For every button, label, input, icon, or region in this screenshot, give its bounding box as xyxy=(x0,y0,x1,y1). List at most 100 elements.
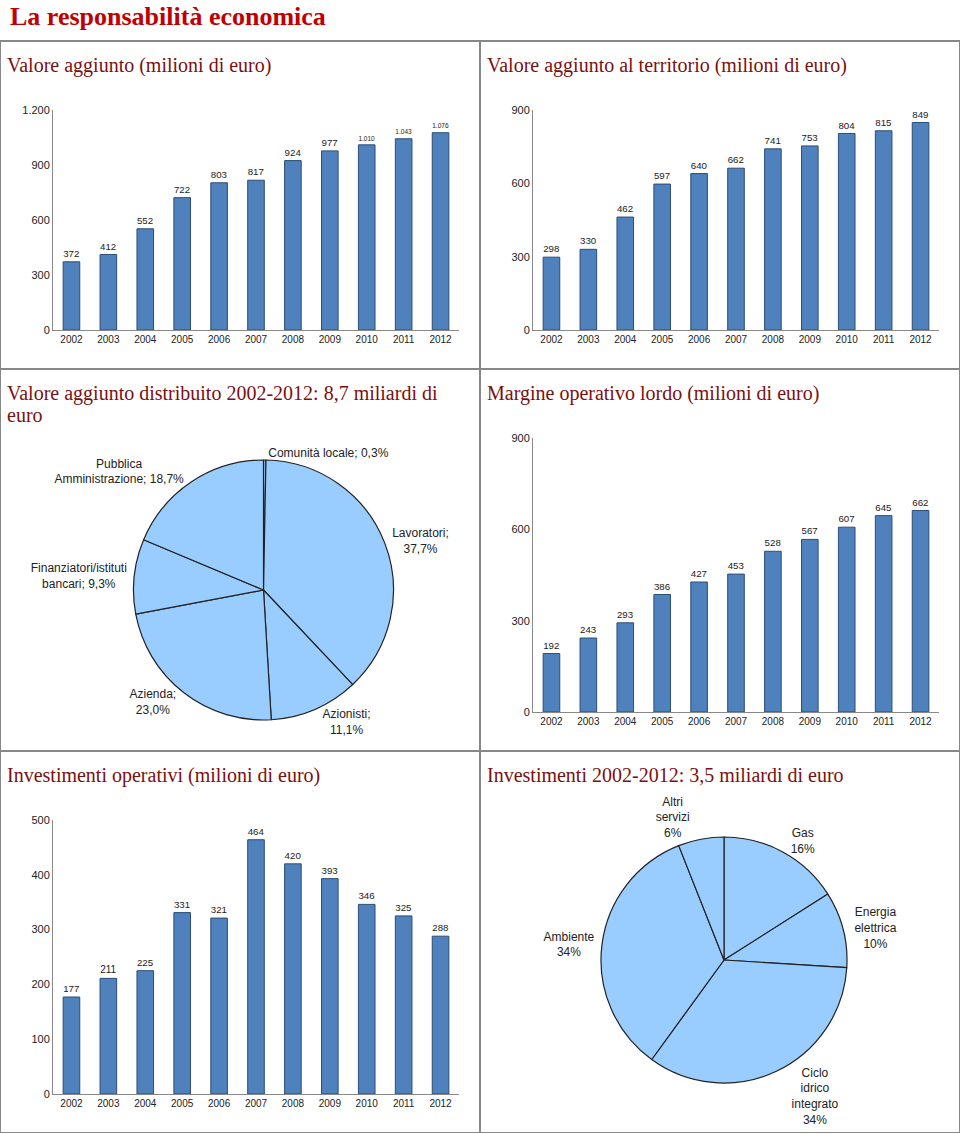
svg-text:2006: 2006 xyxy=(688,716,711,727)
svg-text:Azienda;23,0%: Azienda;23,0% xyxy=(129,687,176,717)
svg-text:2005: 2005 xyxy=(171,334,194,345)
svg-text:288: 288 xyxy=(432,922,448,933)
svg-text:346: 346 xyxy=(358,890,374,901)
svg-text:300: 300 xyxy=(511,615,529,627)
svg-text:500: 500 xyxy=(31,814,49,826)
svg-text:753: 753 xyxy=(802,132,818,143)
svg-text:1.010: 1.010 xyxy=(358,135,375,142)
svg-text:330: 330 xyxy=(580,235,597,246)
svg-text:2005: 2005 xyxy=(651,716,674,727)
svg-text:2011: 2011 xyxy=(393,334,415,345)
svg-text:900: 900 xyxy=(511,104,529,116)
svg-text:849: 849 xyxy=(912,109,928,120)
svg-text:Altriservizi6%: Altriservizi6% xyxy=(656,795,690,840)
svg-text:0: 0 xyxy=(524,324,530,336)
svg-text:924: 924 xyxy=(285,147,302,158)
svg-text:2010: 2010 xyxy=(356,1098,379,1109)
svg-text:2005: 2005 xyxy=(171,1098,194,1109)
svg-text:0: 0 xyxy=(524,706,530,718)
svg-text:2010: 2010 xyxy=(836,334,859,345)
svg-text:420: 420 xyxy=(285,850,302,861)
svg-text:2008: 2008 xyxy=(282,334,305,345)
svg-text:662: 662 xyxy=(912,497,928,508)
svg-text:300: 300 xyxy=(31,923,49,935)
svg-text:453: 453 xyxy=(728,560,744,571)
svg-text:2011: 2011 xyxy=(873,716,895,727)
svg-text:464: 464 xyxy=(248,826,265,837)
svg-text:2009: 2009 xyxy=(319,334,342,345)
svg-text:386: 386 xyxy=(654,581,670,592)
svg-text:2006: 2006 xyxy=(208,1098,231,1109)
svg-text:2006: 2006 xyxy=(688,334,711,345)
svg-text:2009: 2009 xyxy=(799,716,822,727)
svg-text:2002: 2002 xyxy=(540,334,563,345)
svg-text:393: 393 xyxy=(322,865,338,876)
svg-text:Cicloidricointegrato34%: Cicloidricointegrato34% xyxy=(792,1066,839,1127)
svg-text:2008: 2008 xyxy=(762,334,785,345)
svg-text:2003: 2003 xyxy=(97,1098,120,1109)
svg-text:372: 372 xyxy=(63,248,79,259)
svg-text:225: 225 xyxy=(137,957,153,968)
svg-text:2003: 2003 xyxy=(577,716,600,727)
svg-text:400: 400 xyxy=(31,869,49,881)
svg-text:722: 722 xyxy=(174,184,190,195)
svg-text:2004: 2004 xyxy=(134,1098,157,1109)
svg-text:2002: 2002 xyxy=(540,716,563,727)
svg-text:293: 293 xyxy=(617,609,633,620)
svg-text:0: 0 xyxy=(44,324,50,336)
svg-text:412: 412 xyxy=(100,241,116,252)
svg-text:2012: 2012 xyxy=(909,716,932,727)
svg-text:1.043: 1.043 xyxy=(395,128,412,135)
svg-text:Comunità locale; 0,3%: Comunità locale; 0,3% xyxy=(268,446,388,460)
svg-text:2002: 2002 xyxy=(60,334,83,345)
svg-text:100: 100 xyxy=(31,1033,49,1045)
svg-text:Azionisti;11,1%: Azionisti;11,1% xyxy=(322,707,370,737)
svg-text:2012: 2012 xyxy=(429,334,452,345)
svg-text:2009: 2009 xyxy=(319,1098,342,1109)
svg-text:Gas16%: Gas16% xyxy=(791,826,815,856)
svg-text:177: 177 xyxy=(63,983,79,994)
svg-text:300: 300 xyxy=(511,251,529,263)
svg-text:2011: 2011 xyxy=(873,334,895,345)
svg-text:2007: 2007 xyxy=(725,716,748,727)
svg-text:900: 900 xyxy=(31,159,49,171)
svg-text:PubblicaAmministrazione; 18,7%: PubblicaAmministrazione; 18,7% xyxy=(54,457,184,487)
svg-text:331: 331 xyxy=(174,899,190,910)
svg-text:645: 645 xyxy=(875,502,891,513)
svg-text:2008: 2008 xyxy=(282,1098,305,1109)
svg-text:427: 427 xyxy=(691,568,707,579)
svg-text:662: 662 xyxy=(728,154,744,165)
svg-text:192: 192 xyxy=(543,640,559,651)
svg-text:2004: 2004 xyxy=(614,334,637,345)
svg-text:1.200: 1.200 xyxy=(22,104,50,116)
svg-text:2006: 2006 xyxy=(208,334,231,345)
svg-text:528: 528 xyxy=(765,537,781,548)
svg-text:298: 298 xyxy=(543,243,559,254)
svg-text:2010: 2010 xyxy=(356,334,379,345)
svg-text:2004: 2004 xyxy=(614,716,637,727)
svg-text:2007: 2007 xyxy=(245,1098,268,1109)
svg-text:2004: 2004 xyxy=(134,334,157,345)
svg-text:600: 600 xyxy=(511,523,529,535)
svg-text:2010: 2010 xyxy=(836,716,859,727)
svg-text:2012: 2012 xyxy=(909,334,932,345)
svg-text:2009: 2009 xyxy=(799,334,822,345)
svg-text:Finanziatori/istitutibancari;: Finanziatori/istitutibancari; 9,3% xyxy=(31,561,127,591)
svg-text:2012: 2012 xyxy=(429,1098,452,1109)
svg-text:977: 977 xyxy=(322,137,338,148)
svg-text:0: 0 xyxy=(44,1088,50,1100)
svg-text:817: 817 xyxy=(248,166,264,177)
svg-text:597: 597 xyxy=(654,170,670,181)
svg-text:Ambiente34%: Ambiente34% xyxy=(544,930,595,960)
svg-text:741: 741 xyxy=(765,135,781,146)
svg-text:2003: 2003 xyxy=(97,334,120,345)
svg-text:2007: 2007 xyxy=(245,334,268,345)
svg-text:Energiaelettrica10%: Energiaelettrica10% xyxy=(854,905,896,950)
svg-text:200: 200 xyxy=(31,978,49,990)
svg-text:600: 600 xyxy=(31,214,49,226)
svg-text:1.076: 1.076 xyxy=(432,122,449,129)
svg-text:2005: 2005 xyxy=(651,334,674,345)
svg-text:2007: 2007 xyxy=(725,334,748,345)
svg-text:600: 600 xyxy=(511,177,529,189)
svg-text:462: 462 xyxy=(617,203,633,214)
